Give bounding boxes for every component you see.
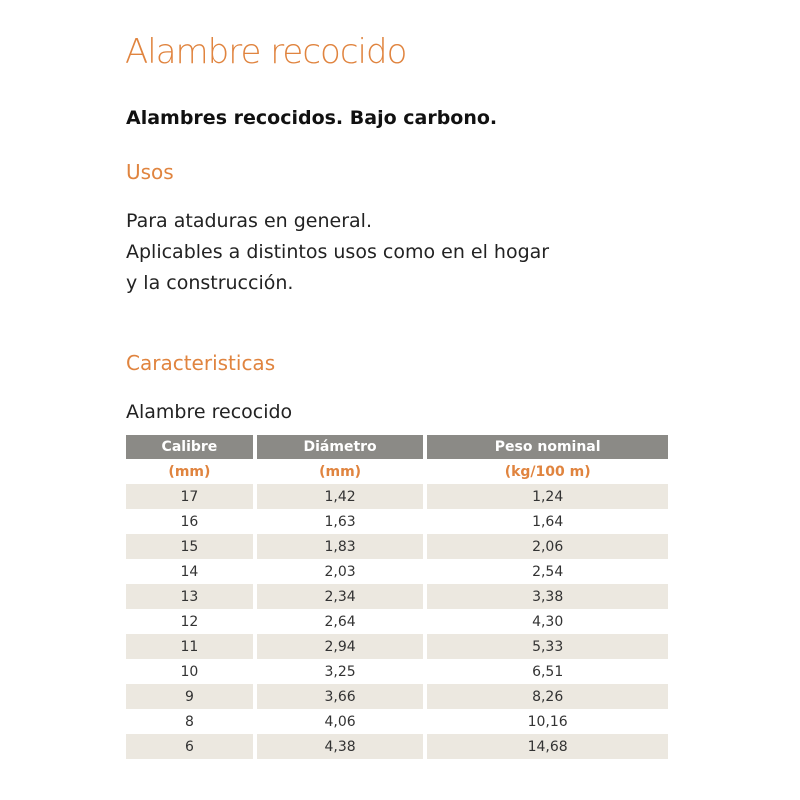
table-cell: 15 [126,534,253,559]
table-row: 10 3,25 6,51 [126,659,668,684]
table-cell: 1,24 [427,484,668,509]
table-cell: 1,63 [324,513,356,530]
table-cell: 2,06 [427,534,668,559]
table-cell: 14,68 [427,734,668,759]
table-row: 8 4,06 10,16 [126,709,668,734]
usos-text: Para ataduras en general. Aplicables a d… [126,206,549,299]
header-peso: Peso nominal [427,435,668,459]
caracteristicas-heading: Caracteristicas [126,351,276,375]
table-cell: 4,06 [324,713,356,730]
table-header-row: Calibre Diámetro Peso nominal [126,435,668,459]
table-row: 15 1,83 2,06 [126,534,668,559]
table-row: 9 3,66 8,26 [126,684,668,709]
table-cell: 8,26 [427,684,668,709]
table-row: 16 1,63 1,64 [126,509,668,534]
page-title: Alambre recocido [125,32,407,72]
table-cell: 5,33 [427,634,668,659]
table-cell: 6,51 [532,663,564,680]
table-cell: 12 [180,613,199,630]
table-cell: 10 [180,663,199,680]
table-cell: 2,94 [256,634,424,659]
table-cell: 3,66 [256,684,424,709]
usos-line: Aplicables a distintos usos como en el h… [126,241,550,263]
table-cell: 6 [126,734,253,759]
table-cell: 9 [126,684,253,709]
table-cell: 8 [184,713,194,730]
table-row: 13 2,34 3,38 [126,584,668,609]
table-cell: 3,38 [427,584,668,609]
usos-line: Para ataduras en general. [126,210,372,232]
usos-line: y la construcción. [126,272,294,294]
table-row: 12 2,64 4,30 [126,609,668,634]
table-cell: 17 [126,484,253,509]
table-cell: 2,34 [256,584,424,609]
table-cell: 11 [126,634,253,659]
table-title: Alambre recocido [126,401,293,423]
table-row: 6 4,38 14,68 [126,734,668,759]
subtitle: Alambres recocidos. Bajo carbono. [126,107,498,129]
unit-peso: (kg/100 m) [504,463,591,480]
table-cell: 2,64 [324,613,356,630]
units-row: (mm) (mm) (kg/100 m) [126,459,668,484]
table-cell: 4,38 [256,734,424,759]
header-diametro: Diámetro [256,435,424,459]
unit-diametro: (mm) [319,463,362,480]
table-row: 17 1,42 1,24 [126,484,668,509]
header-calibre: Calibre [126,435,253,459]
table-cell: 4,30 [532,613,564,630]
specs-table: Calibre Diámetro Peso nominal (mm) (mm) … [122,435,672,759]
table-cell: 16 [180,513,199,530]
unit-calibre: (mm) [168,463,211,480]
table-row: 14 2,03 2,54 [126,559,668,584]
table-row: 11 2,94 5,33 [126,634,668,659]
table-cell: 2,54 [532,563,564,580]
table-cell: 14 [180,563,199,580]
table-cell: 1,64 [532,513,564,530]
usos-heading: Usos [126,160,174,184]
table-cell: 1,42 [256,484,424,509]
table-cell: 13 [126,584,253,609]
table-cell: 1,83 [256,534,424,559]
table-cell: 2,03 [324,563,356,580]
table-cell: 3,25 [324,663,356,680]
table-cell: 10,16 [527,713,568,730]
